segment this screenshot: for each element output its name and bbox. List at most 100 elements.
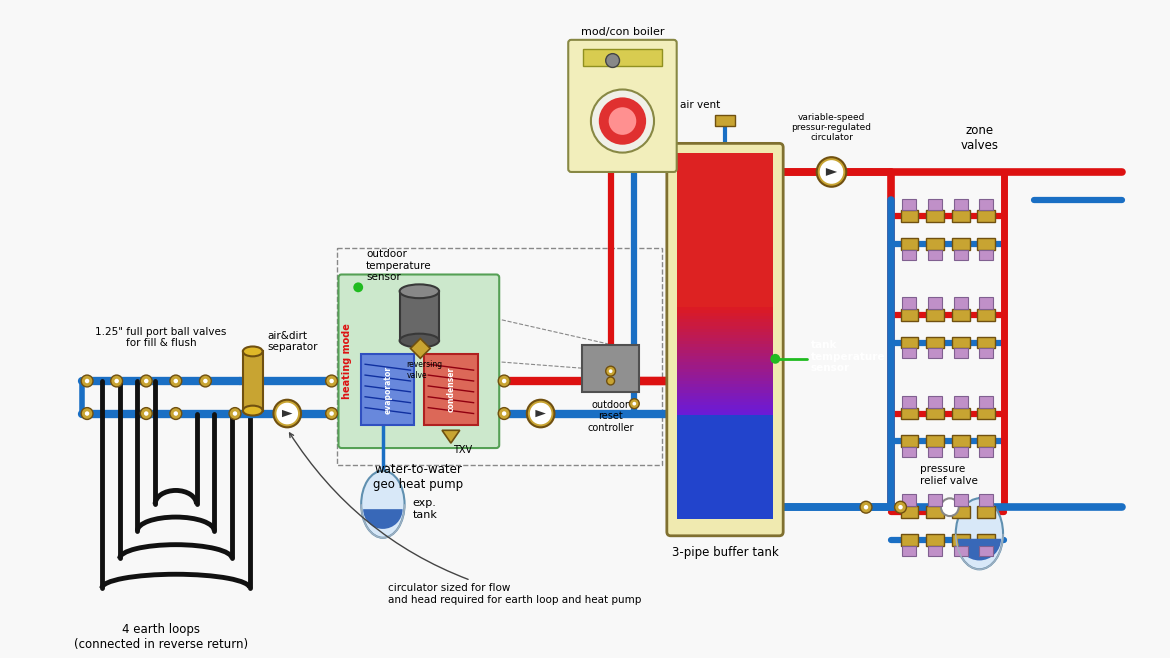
Bar bbox=[581, 345, 639, 392]
Circle shape bbox=[144, 379, 149, 383]
Circle shape bbox=[608, 369, 613, 373]
Circle shape bbox=[606, 54, 619, 68]
Circle shape bbox=[144, 411, 149, 416]
Circle shape bbox=[817, 157, 846, 187]
Bar bbox=[676, 313, 773, 317]
Bar bbox=[927, 506, 944, 518]
Bar bbox=[676, 307, 773, 311]
Circle shape bbox=[140, 375, 152, 387]
Bar bbox=[928, 395, 942, 407]
FancyBboxPatch shape bbox=[667, 143, 783, 536]
Bar bbox=[951, 506, 970, 518]
Bar bbox=[676, 372, 773, 376]
Bar bbox=[676, 338, 773, 342]
Circle shape bbox=[502, 379, 507, 383]
Bar bbox=[979, 494, 993, 506]
Bar bbox=[954, 250, 968, 260]
Bar bbox=[954, 494, 968, 506]
Bar bbox=[676, 409, 773, 413]
Bar bbox=[676, 359, 773, 363]
Bar bbox=[901, 309, 918, 321]
Bar bbox=[676, 341, 773, 345]
Text: evaporator: evaporator bbox=[384, 366, 392, 414]
Circle shape bbox=[591, 89, 654, 153]
Bar bbox=[676, 415, 773, 519]
Bar bbox=[676, 378, 773, 382]
Bar bbox=[676, 344, 773, 348]
Circle shape bbox=[115, 379, 119, 383]
Text: condenser: condenser bbox=[447, 367, 455, 413]
Bar bbox=[951, 238, 970, 250]
Bar bbox=[901, 211, 918, 222]
Bar bbox=[676, 384, 773, 388]
Bar bbox=[977, 407, 996, 419]
Bar bbox=[977, 238, 996, 250]
Text: air vent: air vent bbox=[680, 100, 720, 110]
Bar bbox=[979, 297, 993, 309]
Circle shape bbox=[502, 411, 507, 416]
Bar bbox=[676, 405, 773, 409]
Bar bbox=[927, 534, 944, 545]
Circle shape bbox=[629, 399, 639, 409]
Bar bbox=[901, 407, 918, 419]
Circle shape bbox=[860, 501, 872, 513]
Circle shape bbox=[941, 498, 958, 516]
Bar bbox=[928, 494, 942, 506]
Circle shape bbox=[81, 375, 92, 387]
Text: TXV: TXV bbox=[453, 445, 472, 455]
Bar bbox=[901, 435, 918, 447]
Bar bbox=[951, 407, 970, 419]
Bar bbox=[676, 347, 773, 351]
Bar bbox=[676, 365, 773, 370]
Text: circulator sized for flow
and head required for earth loop and heat pump: circulator sized for flow and head requi… bbox=[289, 433, 641, 605]
Bar bbox=[979, 250, 993, 260]
Bar bbox=[676, 403, 773, 407]
Circle shape bbox=[81, 407, 92, 419]
Bar bbox=[902, 545, 916, 555]
Bar bbox=[902, 494, 916, 506]
Circle shape bbox=[204, 379, 207, 383]
Bar bbox=[676, 374, 773, 379]
Circle shape bbox=[276, 403, 298, 424]
Bar bbox=[954, 395, 968, 407]
Bar bbox=[676, 387, 773, 391]
Ellipse shape bbox=[243, 405, 262, 415]
Bar bbox=[676, 353, 773, 357]
Bar bbox=[977, 211, 996, 222]
Bar bbox=[676, 335, 773, 339]
Circle shape bbox=[608, 107, 636, 135]
Bar bbox=[951, 534, 970, 545]
Circle shape bbox=[274, 399, 301, 427]
Text: 1.25" full port ball valves
for fill & flush: 1.25" full port ball valves for fill & f… bbox=[95, 327, 227, 348]
FancyBboxPatch shape bbox=[569, 40, 676, 172]
Bar bbox=[676, 381, 773, 385]
Circle shape bbox=[607, 377, 614, 385]
Circle shape bbox=[173, 411, 178, 416]
Polygon shape bbox=[442, 430, 460, 443]
Bar bbox=[676, 399, 773, 403]
Circle shape bbox=[820, 160, 844, 184]
Bar bbox=[676, 310, 773, 314]
Bar bbox=[676, 390, 773, 394]
Bar bbox=[901, 506, 918, 518]
Bar bbox=[400, 291, 439, 341]
Bar bbox=[676, 319, 773, 324]
Bar bbox=[928, 199, 942, 211]
Bar bbox=[928, 349, 942, 359]
Text: variable-speed
pressur-regulated
circulator: variable-speed pressur-regulated circula… bbox=[791, 113, 872, 142]
FancyBboxPatch shape bbox=[338, 274, 500, 448]
Bar bbox=[901, 337, 918, 349]
Bar bbox=[902, 349, 916, 359]
Ellipse shape bbox=[956, 498, 1003, 569]
Circle shape bbox=[633, 402, 636, 405]
Polygon shape bbox=[826, 168, 837, 176]
Text: water-to-water
geo heat pump: water-to-water geo heat pump bbox=[373, 463, 463, 491]
Circle shape bbox=[526, 399, 555, 427]
Text: exp.
tank: exp. tank bbox=[413, 498, 438, 520]
Circle shape bbox=[353, 282, 363, 292]
Circle shape bbox=[329, 411, 333, 416]
Text: outdoor
reset
controller: outdoor reset controller bbox=[587, 399, 634, 433]
Bar bbox=[951, 309, 970, 321]
Bar bbox=[243, 351, 262, 411]
Bar bbox=[979, 395, 993, 407]
